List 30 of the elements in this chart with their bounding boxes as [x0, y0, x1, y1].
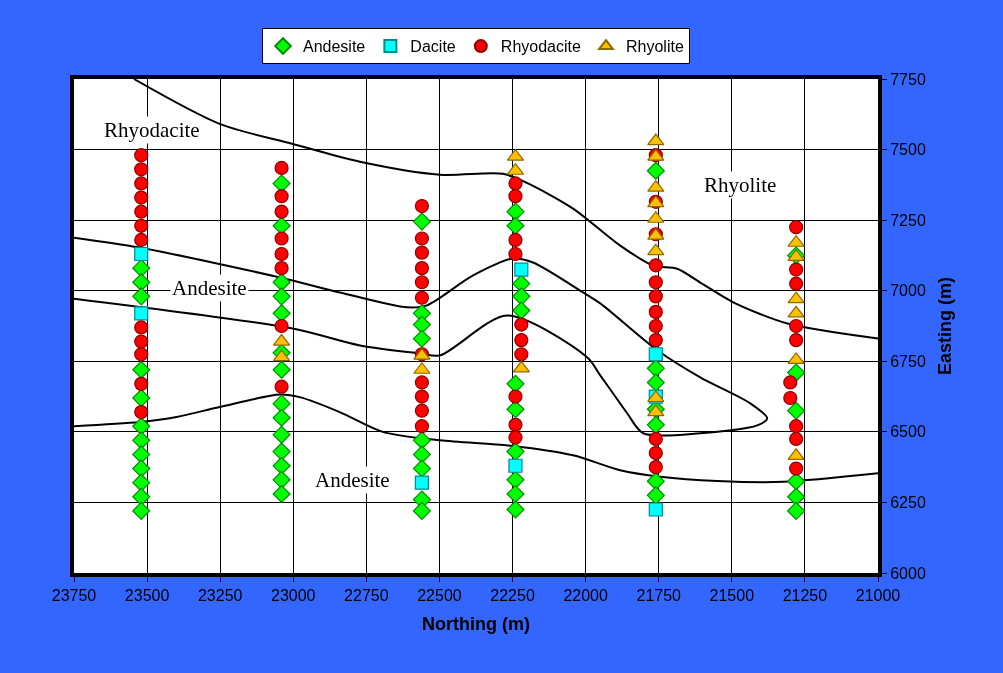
y-axis-title: Easting (m) — [935, 276, 956, 376]
x-tick-label: 23750 — [51, 587, 97, 605]
x-tick-label: 23000 — [271, 587, 316, 605]
y-tick-label: 7000 — [890, 282, 926, 300]
x-tick-label: 21750 — [636, 587, 682, 605]
y-tick-label: 6250 — [890, 494, 926, 512]
y-tick-label: 7750 — [890, 70, 926, 88]
x-tick-label: 22750 — [344, 587, 389, 605]
y-tick-label: 6000 — [890, 564, 926, 582]
legend-label: Rhyodacite — [500, 38, 581, 56]
x-axis-title: Northing (m) — [422, 613, 530, 634]
annotation: Andesite — [315, 468, 390, 492]
x-tick-label: 22000 — [563, 587, 608, 605]
x-tick-label: 21250 — [782, 587, 828, 605]
legend-label: Rhyolite — [625, 38, 684, 56]
y-tick-label: 6750 — [890, 352, 926, 370]
annotation: Andesite — [172, 276, 247, 300]
x-tick-label: 22500 — [417, 587, 462, 605]
legend-label: Andesite — [303, 38, 366, 56]
x-tick-label: 21500 — [709, 587, 755, 605]
annotation: Rhyodacite — [104, 118, 200, 142]
legend-label: Dacite — [410, 38, 456, 56]
y-tick-label: 6500 — [890, 423, 926, 441]
x-tick-label: 23250 — [197, 587, 243, 605]
annotation: Rhyolite — [704, 173, 777, 197]
x-tick-label: 21000 — [855, 587, 901, 605]
y-tick-label: 7250 — [890, 211, 926, 229]
x-tick-label: 23500 — [124, 587, 170, 605]
y-tick-label: 7500 — [890, 141, 926, 159]
x-tick-label: 22250 — [490, 587, 535, 605]
